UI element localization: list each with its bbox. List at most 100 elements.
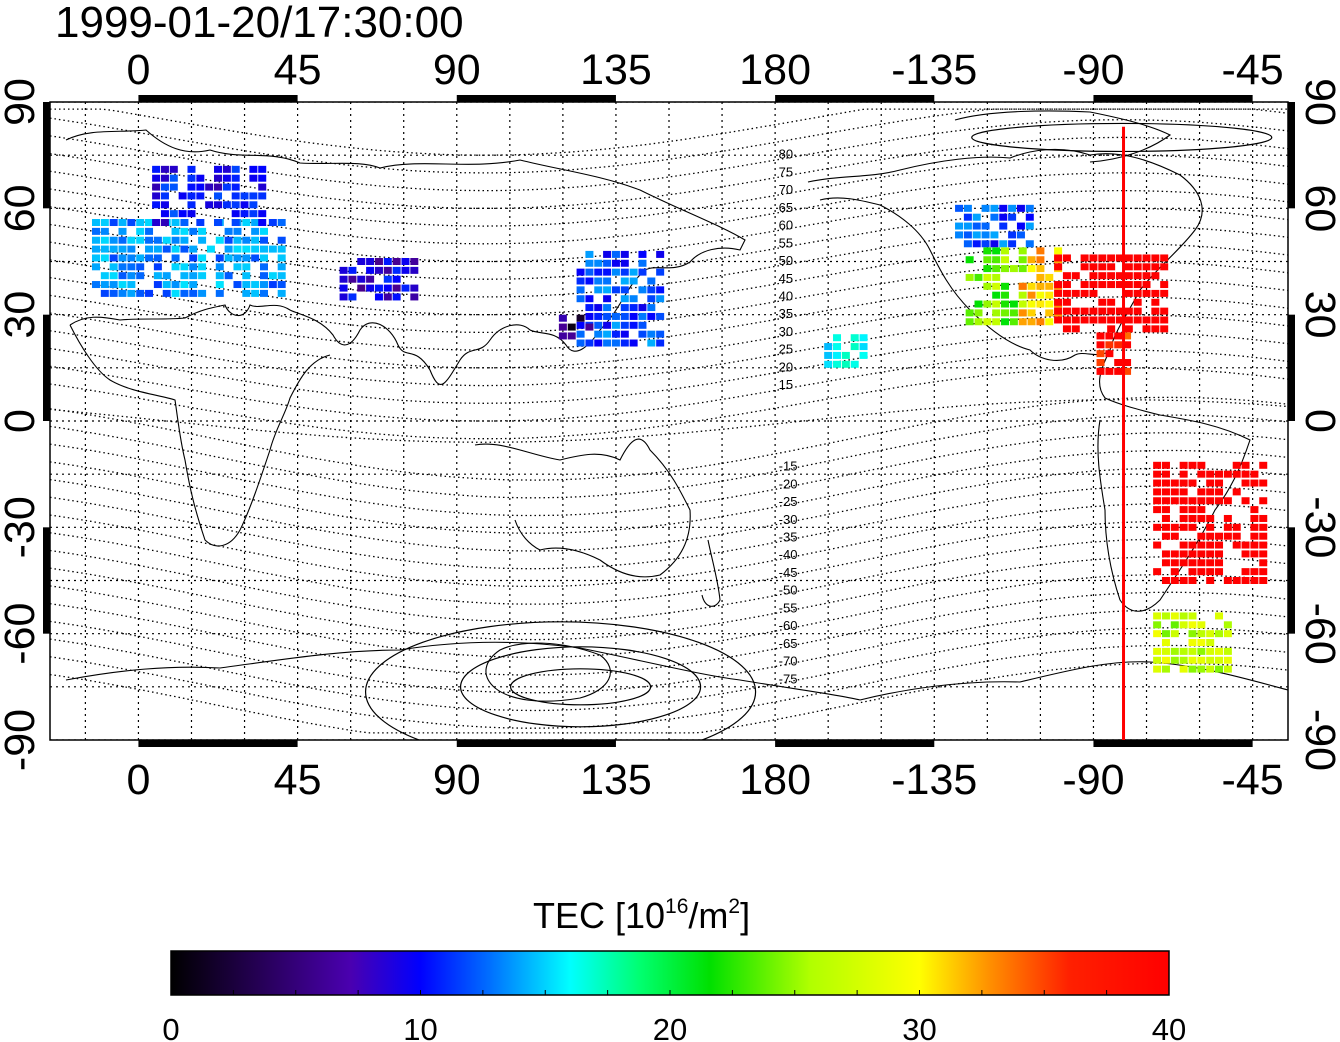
tec-cell <box>1098 272 1107 280</box>
tec-cell <box>224 254 233 262</box>
tec-cell <box>1036 282 1045 290</box>
tec-cell <box>1197 630 1206 638</box>
tec-cell <box>1054 281 1063 289</box>
left-lat-label: 60 <box>0 184 44 232</box>
tec-cell <box>558 323 567 331</box>
tec-cell <box>594 286 603 294</box>
contour-line <box>50 609 1288 694</box>
tec-cell <box>392 258 401 265</box>
tec-cell <box>1133 289 1142 297</box>
tec-cell <box>1009 300 1018 308</box>
tec-cell <box>1259 523 1268 531</box>
tec-cell <box>594 339 603 347</box>
tec-cell <box>1259 559 1268 567</box>
tec-cell <box>1223 647 1232 655</box>
tec-cell <box>585 339 594 347</box>
tec-cell <box>1008 240 1017 248</box>
tec-cell <box>1161 479 1170 487</box>
tec-cell <box>258 165 267 173</box>
contour-line <box>50 108 1288 174</box>
tec-cell <box>162 281 171 289</box>
tec-cell <box>1197 532 1206 540</box>
tec-cell <box>1206 541 1215 549</box>
tec-cell <box>1107 272 1116 280</box>
tec-cell <box>620 304 629 312</box>
tec-cell <box>118 236 127 244</box>
tec-cell <box>1142 263 1151 271</box>
tec-cell <box>1161 523 1170 531</box>
tec-cell <box>109 272 118 280</box>
tec-cell <box>1161 639 1170 647</box>
tec-cell <box>1098 254 1107 262</box>
tec-cell <box>91 254 100 262</box>
tec-cell <box>1160 254 1169 262</box>
tec-cell <box>647 277 656 285</box>
tec-cell <box>1133 298 1142 306</box>
top-lon-label: -45 <box>1222 46 1284 94</box>
tec-cell <box>162 272 171 280</box>
tec-cell <box>1115 316 1124 324</box>
contour-line <box>50 314 1288 387</box>
tec-cell <box>1179 506 1188 514</box>
tec-cell <box>974 318 983 326</box>
tec-cell <box>859 351 868 359</box>
tec-cell <box>1215 612 1224 620</box>
tec-cell <box>1250 532 1259 540</box>
tec-cell <box>374 284 383 292</box>
tec-cell <box>231 192 240 200</box>
tec-cell <box>189 227 198 235</box>
tec-cell <box>1153 488 1162 496</box>
tec-cell <box>1151 263 1160 271</box>
contour-line <box>50 556 1288 641</box>
tec-cell <box>1188 577 1197 584</box>
map-border-bands <box>43 95 1295 747</box>
tec-cell <box>1114 359 1123 367</box>
tec-cell <box>1241 470 1250 478</box>
tec-cell <box>91 227 100 235</box>
bottom-lon-label: -135 <box>891 756 977 804</box>
tec-cell <box>1036 247 1045 255</box>
tec-cell <box>1197 470 1206 478</box>
tec-cell <box>594 321 603 329</box>
tec-cell <box>850 343 859 351</box>
tec-cell <box>215 289 224 297</box>
contour-label: -55 <box>779 600 798 615</box>
tec-cell <box>620 330 629 338</box>
tec-cell <box>251 219 260 227</box>
tec-cell <box>383 258 392 265</box>
tec-cell <box>392 266 401 274</box>
tec-cell <box>1018 247 1027 255</box>
tec-cell <box>100 227 109 235</box>
tec-cell <box>1107 281 1116 289</box>
tec-cell <box>1153 568 1162 576</box>
tec-cell <box>1027 300 1036 308</box>
tec-cell <box>215 272 224 280</box>
tec-cell <box>1153 621 1162 629</box>
tec-cell <box>1179 470 1188 478</box>
tec-cell <box>277 272 286 280</box>
tec-cell <box>152 219 161 227</box>
tec-cell <box>955 204 964 212</box>
tec-cell <box>656 286 665 294</box>
tec-cell <box>638 250 647 258</box>
tec-cell <box>171 281 180 289</box>
top-lon-label: 135 <box>580 46 652 94</box>
tec-cell <box>1250 541 1259 549</box>
tec-cell <box>1161 470 1170 478</box>
tec-cell <box>1223 656 1232 664</box>
tec-cell <box>187 174 196 182</box>
tec-cell <box>251 281 260 289</box>
polar-contour <box>509 668 652 706</box>
tec-cell <box>242 281 251 289</box>
tec-cell <box>249 165 258 173</box>
tec-cell <box>231 174 240 182</box>
tec-cell <box>206 245 215 253</box>
tec-cell <box>348 266 357 274</box>
tec-cell <box>992 265 1001 273</box>
tec-cell <box>1206 647 1215 655</box>
tec-cell <box>1161 665 1170 673</box>
tec-cell <box>277 245 286 253</box>
tec-cell <box>1151 316 1160 324</box>
tec-cell <box>1096 350 1105 358</box>
tec-cell <box>383 284 392 292</box>
